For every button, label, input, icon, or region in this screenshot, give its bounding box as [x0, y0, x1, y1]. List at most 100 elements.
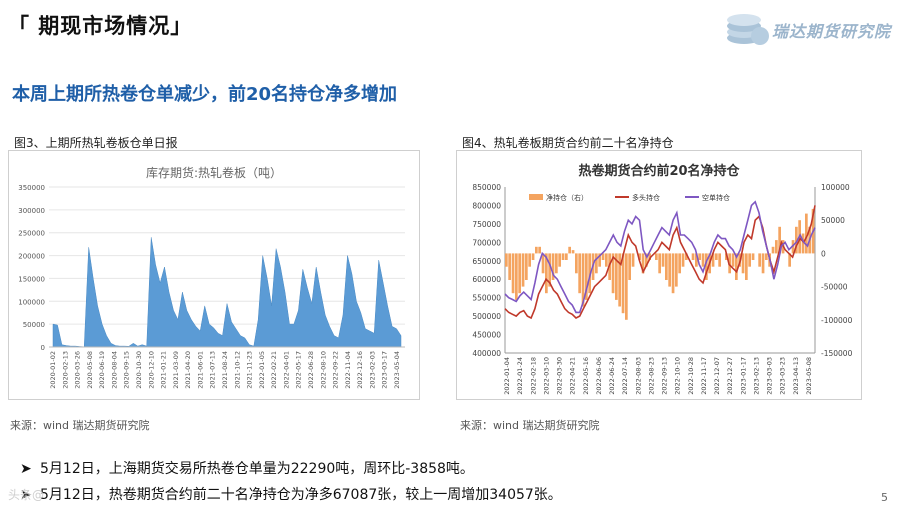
figure-3-caption: 图3、上期所热轧卷板仓单日报 [14, 136, 178, 150]
x-tick-label: 2023-03-23 [779, 357, 787, 395]
net-position-bar [595, 253, 598, 274]
net-position-bar [731, 253, 735, 267]
net-position-bar [745, 253, 748, 280]
net-position-bar [581, 253, 585, 307]
x-tick-label: 2022-03-30 [556, 357, 564, 395]
x-tick-label: 2022-11-04 [344, 351, 352, 389]
net-position-bar [568, 246, 571, 254]
x-tick-label: 2023-05-04 [393, 351, 401, 389]
net-position-bar [561, 253, 565, 260]
figure-3-source: 来源：wind 瑞达期货研究院 [10, 419, 150, 432]
net-position-bar [685, 253, 688, 260]
net-position-bar [735, 253, 738, 280]
net-position-bar [718, 253, 721, 267]
coin-stack-icon [727, 14, 769, 45]
x-tick-label: 2022-02-21 [270, 351, 278, 389]
x-tick-label: 2021-08-24 [221, 351, 229, 389]
bullet-text: 5月12日，热卷期货合约前二十名净持仓为净多67087张，较上一周增加34057… [40, 487, 562, 503]
net-position-bar [521, 253, 525, 287]
net-position-bar [618, 253, 621, 307]
net-position-bar [615, 253, 618, 300]
x-tick-label: 2022-06-24 [608, 357, 616, 395]
y-tick-label: 350000 [18, 184, 45, 192]
x-tick-label: 2020-05-08 [86, 351, 94, 389]
logo: 瑞达期货研究院 [722, 8, 897, 48]
x-tick-label: 2022-05-16 [582, 357, 590, 395]
net-position-bar [611, 253, 615, 294]
net-position-bar [625, 253, 628, 320]
y-tick-label: 0 [41, 344, 45, 352]
net-position-bar [551, 253, 555, 280]
net-position-bar [658, 253, 661, 274]
net-position-bar [558, 253, 561, 267]
legend-label: 多头持仓 [632, 193, 660, 202]
net-position-bar [601, 253, 605, 260]
page-title: 「 期现市场情况」 [8, 14, 193, 38]
net-position-bar [715, 253, 718, 260]
x-tick-label: 2022-02-18 [529, 357, 537, 395]
figure-4-caption: 图4、热轧卷板期货合约前二十名净持仓 [462, 136, 674, 150]
x-tick-label: 2020-01-02 [49, 351, 57, 389]
area-series [52, 237, 402, 348]
figure-4-source: 来源：wind 瑞达期货研究院 [460, 419, 600, 432]
net-position-bar [585, 253, 588, 300]
short-position-line [504, 200, 816, 314]
net-position-bar [598, 253, 601, 267]
legend-label: 净持仓（右） [546, 193, 588, 202]
page-number: 5 [881, 491, 888, 504]
x-tick-label: 2022-08-03 [634, 357, 642, 395]
bullet-item: ➤ 5月12日，上海期货交易所热卷仓单量为22290吨，周环比-3858吨。 [20, 458, 474, 478]
y-tick-label: 700000 [472, 238, 501, 247]
net-position-bar [538, 246, 541, 254]
x-tick-label: 2022-05-17 [295, 351, 303, 389]
net-position-bar [525, 253, 528, 280]
net-position-bar [545, 253, 548, 294]
x-tick-label: 2023-03-03 [766, 357, 774, 395]
x-tick-label: 2022-01-04 [503, 357, 511, 395]
legend-swatch [529, 194, 543, 200]
net-position-bar [575, 253, 578, 274]
net-position-bar [588, 253, 591, 294]
net-position-bar [541, 253, 545, 274]
net-position-bar [711, 253, 715, 267]
net-position-bar [528, 253, 531, 267]
net-position-bar [548, 253, 551, 287]
bullet-text: 5月12日，上海期货交易所热卷仓单量为22290吨，周环比-3858吨。 [40, 461, 474, 477]
y2-tick-label: 0 [821, 249, 826, 258]
x-tick-label: 2021-01-21 [160, 351, 168, 389]
net-position-bar [805, 213, 808, 254]
y2-tick-label: 50000 [821, 216, 845, 225]
y-tick-label: 550000 [472, 294, 501, 303]
net-position-bar [751, 253, 755, 260]
net-position-bar [771, 246, 775, 254]
y2-tick-label: -150000 [821, 349, 853, 358]
x-tick-label: 2022-09-13 [661, 357, 669, 395]
y2-tick-label: -100000 [821, 316, 853, 325]
net-position-bar [668, 253, 671, 287]
x-tick-label: 2022-04-21 [569, 357, 577, 395]
x-tick-label: 2022-12-16 [356, 351, 364, 389]
net-position-bar [518, 253, 521, 294]
watermark: 头条@ [8, 488, 45, 502]
net-position-bar [791, 240, 795, 254]
x-tick-label: 2023-03-17 [381, 351, 389, 389]
y-tick-label: 850000 [472, 183, 501, 192]
net-position-bar [678, 253, 681, 274]
arrow-bullet-icon: ➤ [20, 461, 32, 477]
net-position-bar [505, 253, 508, 267]
net-position-bar [641, 253, 645, 274]
warehouse-chart-panel: 库存期货:热轧卷板（吨） 0 50000 100000 150000 200000 2500… [8, 150, 420, 400]
x-tick-label: 2022-07-14 [621, 357, 629, 395]
net-position-bar [535, 246, 538, 254]
x-tick-label: 2020-10-30 [135, 351, 143, 389]
net-position-bar [778, 226, 781, 254]
y-tick-label: 50000 [23, 321, 45, 329]
chart-title: 库存期货:热轧卷板（吨） [146, 165, 282, 180]
x-tick-label: 2022-12-07 [713, 357, 721, 395]
y-tick-label: 750000 [472, 220, 501, 229]
x-tick-label: 2022-04-01 [282, 351, 290, 389]
y-tick-label: 800000 [472, 201, 501, 210]
net-position-bar [691, 253, 695, 260]
legend-label: 空单持仓 [702, 193, 730, 202]
net-position-bar [571, 250, 575, 254]
